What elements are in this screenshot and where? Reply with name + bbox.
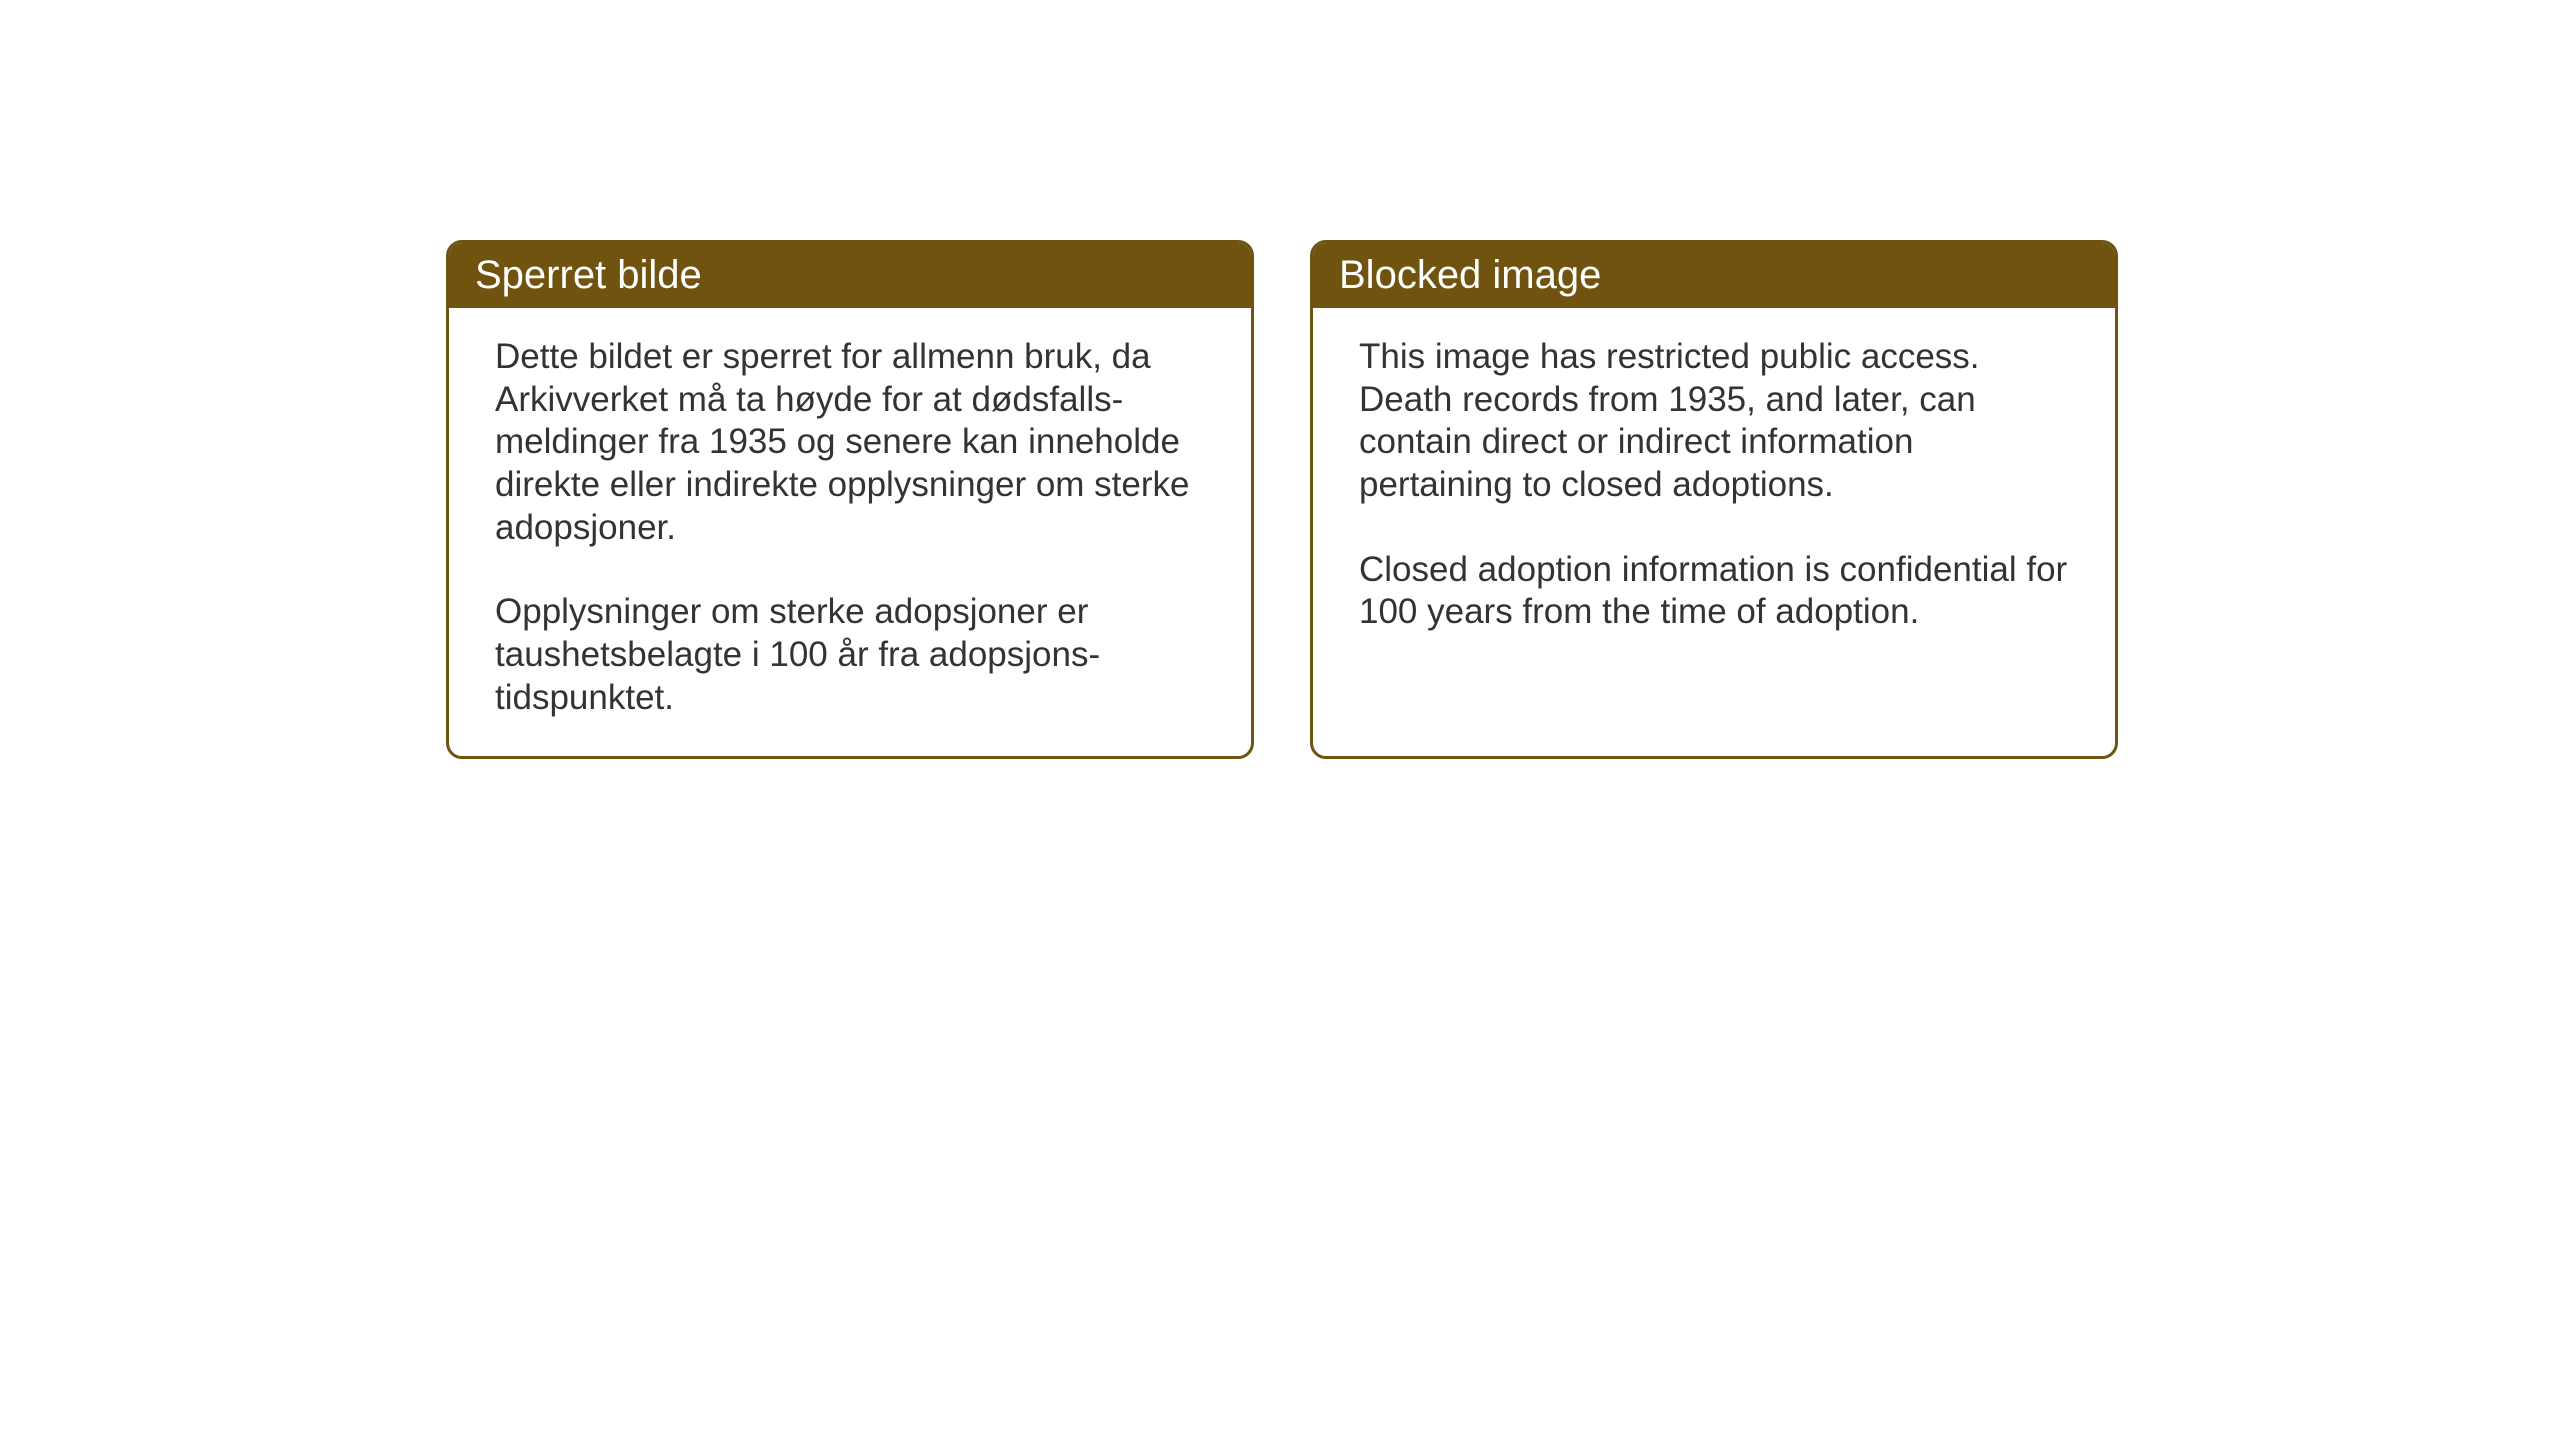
notice-container: Sperret bilde Dette bildet er sperret fo… (446, 240, 2118, 759)
english-card-body: This image has restricted public access.… (1313, 308, 2115, 670)
english-card-header: Blocked image (1313, 243, 2115, 308)
norwegian-notice-card: Sperret bilde Dette bildet er sperret fo… (446, 240, 1254, 759)
norwegian-card-title: Sperret bilde (475, 253, 702, 297)
norwegian-paragraph-1: Dette bildet er sperret for allmenn bruk… (495, 336, 1205, 549)
english-paragraph-2: Closed adoption information is confident… (1359, 549, 2069, 634)
english-paragraph-1: This image has restricted public access.… (1359, 336, 2069, 507)
norwegian-card-body: Dette bildet er sperret for allmenn bruk… (449, 308, 1251, 756)
norwegian-card-header: Sperret bilde (449, 243, 1251, 308)
english-card-title: Blocked image (1339, 253, 1601, 297)
norwegian-paragraph-2: Opplysninger om sterke adopsjoner er tau… (495, 591, 1205, 719)
english-notice-card: Blocked image This image has restricted … (1310, 240, 2118, 759)
